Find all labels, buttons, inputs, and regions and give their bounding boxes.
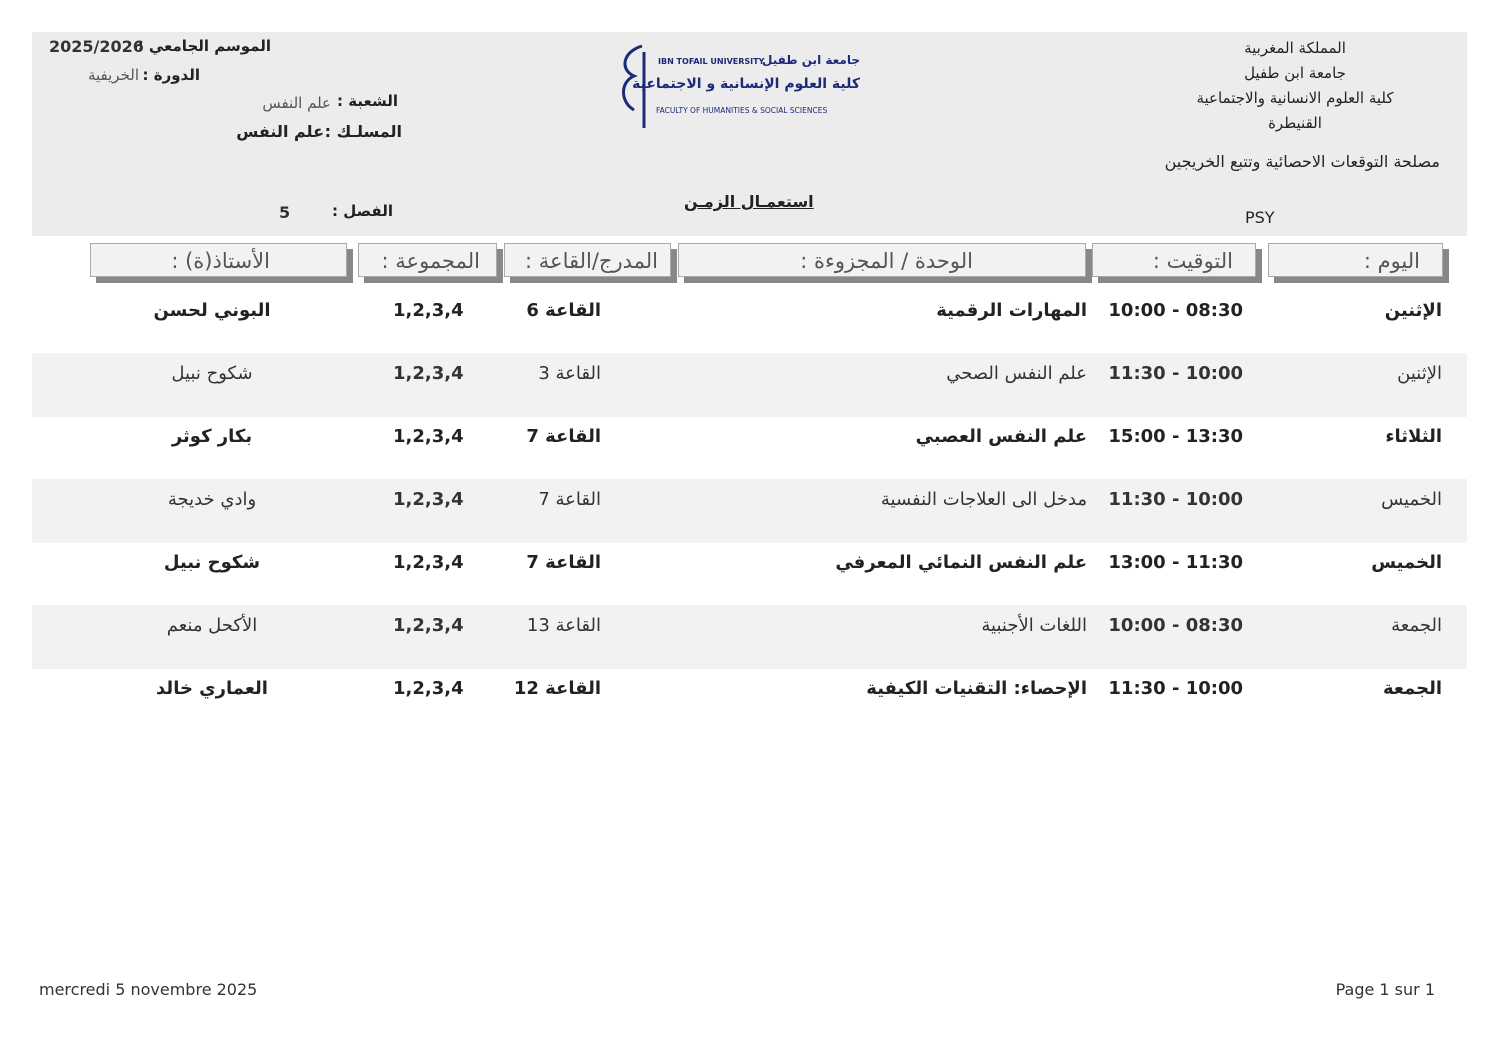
- branch-value: علم النفس: [262, 94, 331, 112]
- group-cell: 1,2,3,4: [393, 552, 464, 573]
- day-cell: الثلاثاء: [1385, 426, 1442, 447]
- logo-en-top: IBN TOFAIL UNIVERSITY: [658, 57, 765, 66]
- column-header-module: الوحدة / المجزوءة :: [678, 243, 1086, 277]
- time-cell: 10:00 - 11:30: [1108, 489, 1243, 510]
- table-row: الخميس 11:30 - 13:00 علم النفس النمائي الم…: [32, 542, 1467, 606]
- table-row: الإثنين 08:30 - 10:00 المهارات الرقمية القا…: [32, 290, 1467, 354]
- teacher-cell: البوني لحسن: [153, 300, 271, 321]
- table-row: الثلاثاء 13:30 - 15:00 علم النفس العصبي الق…: [32, 416, 1467, 480]
- university-logo: IBN TOFAIL UNIVERSITY جامعة ابن طفيل كلي…: [612, 40, 864, 132]
- room-cell: القاعة 3: [538, 363, 601, 384]
- time-cell: 08:30 - 10:00: [1108, 300, 1243, 321]
- teacher-cell: الأكحل منعم: [166, 615, 258, 636]
- module-cell: الإحصاء: التقنيات الكيفية: [866, 678, 1087, 699]
- room-cell: القاعة 7: [538, 489, 601, 510]
- footer-page-number: Page 1 sur 1: [1335, 980, 1435, 999]
- teacher-cell: بكار كوثر: [171, 426, 253, 447]
- day-cell: الجمعة: [1391, 615, 1442, 636]
- semester-label: الفصل :: [332, 202, 393, 220]
- teacher-cell: العماري خالد: [156, 678, 268, 699]
- time-cell: 11:30 - 13:00: [1108, 552, 1243, 573]
- track-label: المسلـك :: [324, 122, 402, 141]
- logo-emblem-icon: [622, 44, 646, 128]
- table-row: الخميس 10:00 - 11:30 مدخل الى العلاجات الن…: [32, 479, 1467, 543]
- module-cell: علم النفس النمائي المعرفي: [835, 552, 1087, 573]
- group-cell: 1,2,3,4: [393, 426, 464, 447]
- module-cell: علم النفس العصبي: [915, 426, 1087, 447]
- table-row: الجمعة 08:30 - 10:00 اللغات الأجنبية القاعة…: [32, 605, 1467, 669]
- time-cell: 10:00 - 11:30: [1108, 363, 1243, 384]
- time-cell: 08:30 - 10:00: [1108, 615, 1243, 636]
- page-title: استعمـال الزمـن: [684, 192, 814, 211]
- service-name: مصلحة التوقعات الاحصائية وتتبع الخريجين: [1164, 152, 1440, 171]
- program-code: PSY: [1245, 208, 1275, 227]
- branch-label: الشعبة :: [337, 92, 398, 110]
- university: جامعة ابن طفيل: [1244, 64, 1346, 82]
- semester-value: 5: [279, 203, 291, 222]
- room-cell: القاعة 13: [526, 615, 601, 636]
- teacher-cell: وادي خديجة: [167, 489, 257, 510]
- room-cell: القاعة 7: [526, 426, 601, 447]
- time-cell: 10:00 - 11:30: [1108, 678, 1243, 699]
- institution-block: المملكة المغربية جامعة ابن طفيل كلية الع…: [1180, 36, 1410, 136]
- module-cell: المهارات الرقمية: [936, 300, 1087, 321]
- table-row: الجمعة 10:00 - 11:30 الإحصاء: التقنيات الك…: [32, 668, 1467, 732]
- room-cell: القاعة 12: [513, 678, 601, 699]
- group-cell: 1,2,3,4: [393, 300, 464, 321]
- day-cell: الإثنين: [1384, 300, 1442, 321]
- session-label: الدورة :: [142, 66, 200, 84]
- day-cell: الخميس: [1371, 552, 1442, 573]
- logo-ar-top: جامعة ابن طفيل: [762, 53, 860, 67]
- day-cell: الجمعة: [1382, 678, 1442, 699]
- group-cell: 1,2,3,4: [393, 489, 464, 510]
- column-header-room: المدرج/القاعة :: [504, 243, 671, 277]
- room-cell: القاعة 7: [526, 552, 601, 573]
- column-header-day: اليوم :: [1268, 243, 1443, 277]
- teacher-cell: شكوح نبيل: [163, 552, 261, 573]
- column-header-time: التوقيت :: [1092, 243, 1256, 277]
- header-band: [32, 32, 1467, 236]
- logo-ar-faculty: كلية العلوم الإنسانية و الاجتماعية: [632, 76, 860, 92]
- table-row: الإثنين 10:00 - 11:30 علم النفس الصحي القاع…: [32, 353, 1467, 417]
- logo-en-faculty: FACULTY OF HUMANITIES & SOCIAL SCIENCES: [656, 106, 828, 115]
- day-cell: الخميس: [1381, 489, 1442, 510]
- footer-date: mercredi 5 novembre 2025: [39, 980, 258, 999]
- faculty: كلية العلوم الانسانية والاجتماعية: [1196, 89, 1394, 107]
- track-value: علم النفس: [236, 122, 324, 141]
- session-value: الخريفية: [87, 66, 139, 84]
- city: القنيطرة: [1268, 114, 1322, 132]
- column-header-teacher: الأستاذ(ة) :: [90, 243, 347, 277]
- module-cell: مدخل الى العلاجات النفسية: [880, 489, 1087, 510]
- module-cell: علم النفس الصحي: [946, 363, 1087, 384]
- room-cell: القاعة 6: [526, 300, 601, 321]
- column-header-group: المجموعة :: [358, 243, 497, 277]
- teacher-cell: شكوح نبيل: [171, 363, 253, 384]
- day-cell: الإثنين: [1397, 363, 1442, 384]
- group-cell: 1,2,3,4: [393, 363, 464, 384]
- time-cell: 13:30 - 15:00: [1108, 426, 1243, 447]
- season-value: 2025/2026: [49, 37, 144, 56]
- season-label: الموسم الجامعي :: [137, 37, 271, 55]
- group-cell: 1,2,3,4: [393, 615, 464, 636]
- module-cell: اللغات الأجنبية: [981, 615, 1087, 636]
- kingdom: المملكة المغربية: [1244, 39, 1346, 57]
- group-cell: 1,2,3,4: [393, 678, 464, 699]
